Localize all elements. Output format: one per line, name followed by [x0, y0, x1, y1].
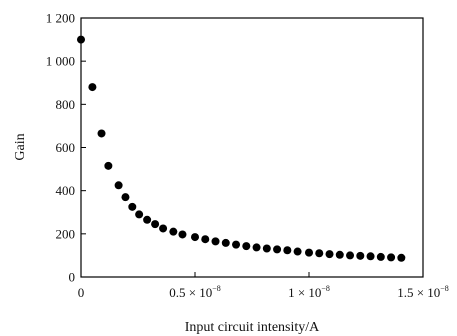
data-point — [387, 253, 396, 262]
data-point — [159, 224, 168, 233]
data-point — [88, 83, 97, 92]
data-point — [169, 227, 178, 236]
data-point — [221, 238, 230, 247]
data-point — [325, 250, 334, 259]
x-tick-exponent: −8 — [440, 284, 449, 293]
data-point — [305, 248, 313, 257]
data-point — [242, 242, 251, 251]
tick-marks — [80, 17, 424, 278]
data-point — [315, 249, 324, 258]
data-point — [356, 251, 365, 260]
data-point — [262, 244, 271, 253]
data-point — [121, 193, 130, 202]
data-point — [376, 252, 385, 261]
data-points — [77, 35, 406, 262]
data-point — [335, 250, 344, 259]
x-tick-exponent: −8 — [212, 284, 221, 293]
y-tick-label: 0 — [69, 270, 76, 285]
data-point — [178, 230, 187, 239]
x-tick-mantissa: 1 × 10 — [288, 285, 321, 300]
x-tick-mantissa: 0 — [78, 285, 85, 300]
x-tick-label: 1.5 × 10−8 — [397, 284, 449, 300]
data-point — [151, 220, 160, 229]
data-point — [273, 245, 282, 254]
data-point — [104, 161, 113, 170]
y-tick-label: 600 — [56, 140, 76, 155]
data-point — [252, 243, 261, 252]
data-point — [143, 215, 152, 224]
data-point — [397, 253, 406, 262]
data-point — [293, 247, 302, 256]
data-point — [135, 210, 144, 219]
data-point — [128, 202, 137, 211]
x-tick-label: 0.5 × 10−8 — [169, 284, 221, 300]
data-point — [211, 237, 220, 246]
y-tick-label: 200 — [56, 226, 76, 241]
y-tick-label: 800 — [56, 97, 76, 112]
data-point — [201, 235, 210, 244]
data-point — [283, 246, 292, 255]
y-tick-label: 1 200 — [46, 11, 75, 26]
x-tick-exponent: −8 — [321, 284, 330, 293]
data-point — [191, 233, 199, 242]
data-point — [77, 35, 85, 44]
data-point — [366, 252, 375, 261]
plot-frame — [80, 17, 424, 278]
x-tick-mantissa: 0.5 × 10 — [169, 285, 212, 300]
y-axis-label: Gain — [13, 133, 28, 160]
data-point — [97, 129, 106, 138]
data-point — [114, 181, 123, 190]
data-point — [346, 251, 355, 260]
data-point — [232, 240, 241, 249]
x-tick-mantissa: 1.5 × 10 — [397, 285, 440, 300]
x-tick-label: 0 — [78, 285, 85, 300]
x-axis-label: Input circuit intensity/A — [185, 320, 320, 335]
y-tick-label: 1 000 — [46, 54, 75, 69]
y-tick-labels: 0 200 400 600 800 1 000 1 200 — [46, 11, 75, 285]
x-tick-labels: 0 0.5 × 10−8 1 × 10−8 1.5 × 10−8 — [78, 284, 449, 300]
x-tick-label: 1 × 10−8 — [288, 284, 330, 300]
y-tick-label: 400 — [56, 183, 76, 198]
